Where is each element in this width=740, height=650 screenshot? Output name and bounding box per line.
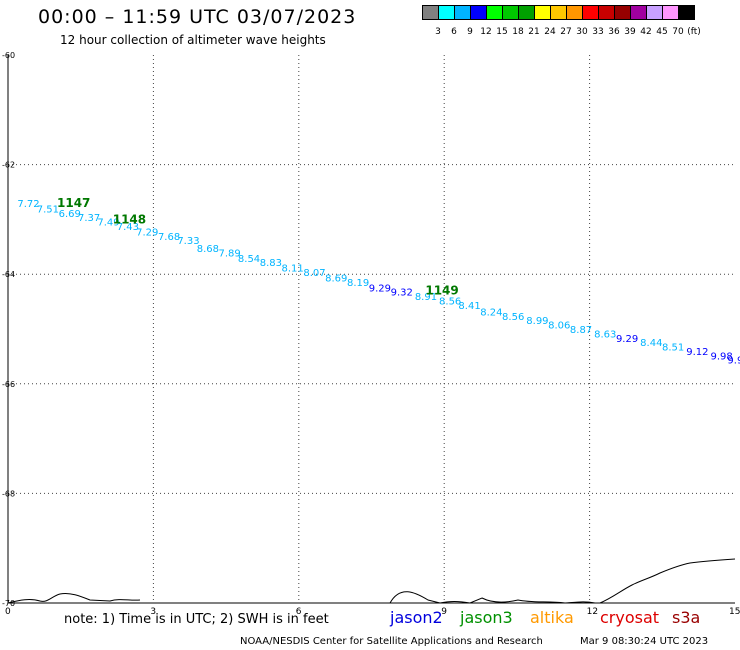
wave-height-label: 8.44 (640, 338, 662, 349)
colorbar-legend: 3 6 9 12 15 18 21 24 27 30 33 36 39 42 45 70 (ft) (422, 5, 701, 37)
wave-height-readings: 7.727.51 6.697.377.497.437.29 7.687.338.68… (17, 199, 740, 367)
wave-height-label: 9.29 (369, 283, 391, 294)
wave-height-label: 9.32 (391, 288, 413, 299)
wave-height-label: 9.12 (686, 347, 708, 358)
legend-cryosat: cryosat (600, 608, 660, 627)
colorbar-swatch (678, 5, 695, 20)
x-tick-label: 9 (441, 607, 447, 617)
coastline (7, 593, 141, 604)
wave-height-label: 8.91 (415, 292, 437, 303)
wave-height-label: 8.54 (238, 254, 260, 265)
colorbar-label: 33 (592, 27, 604, 37)
colorbar-label: 42 (640, 27, 652, 37)
legend-altika: altika (530, 608, 574, 627)
wave-height-label: 8.69 (325, 273, 347, 284)
y-tick-label: -62 (2, 161, 15, 170)
grid-lines (8, 55, 735, 603)
wave-height-label: 8.56 (439, 297, 461, 308)
wave-height-label: 8.83 (260, 258, 282, 269)
map-title: 00:00 – 11:59 UTC 03/07/2023 (38, 6, 357, 28)
x-tick-label: 3 (150, 607, 156, 617)
credit-text: NOAA/NESDIS Center for Satellite Applica… (240, 636, 543, 647)
wave-height-label: 8.99 (526, 316, 548, 327)
x-tick-label: 15 (729, 607, 740, 617)
colorbar-label: (ft) (687, 27, 701, 37)
wave-height-label: 8.56 (502, 312, 524, 323)
wave-height-label: 9.91 (727, 356, 740, 367)
colorbar-label: 18 (512, 27, 524, 37)
wave-height-label: 8.41 (458, 301, 480, 312)
colorbar-label: 30 (576, 27, 588, 37)
colorbar-label: 21 (528, 27, 540, 37)
y-tick-label: -68 (2, 489, 15, 498)
wave-height-label: 7.37 (78, 213, 100, 224)
colorbar-label: 24 (544, 27, 556, 37)
wave-height-label: 7.51 (37, 204, 59, 215)
wave-height-label: 8.63 (594, 329, 616, 340)
colorbar-label: 39 (624, 27, 636, 37)
note-text: note: 1) Time is in UTC; 2) SWH is in fe… (64, 612, 329, 627)
pass-labels: 1147 1148 1149 (57, 196, 459, 298)
colorbar-label: 9 (467, 27, 473, 37)
pass-number-label: 1148 (113, 212, 146, 226)
colorbar-label: 70 (672, 27, 684, 37)
coastline (389, 591, 596, 604)
wave-height-label: 7.43 (117, 222, 139, 233)
legend-jason2: jason2 (390, 608, 443, 627)
wave-height-label: 7.33 (177, 236, 199, 247)
wave-height-label: 8.07 (303, 268, 325, 279)
wave-height-label: 7.89 (219, 248, 241, 259)
colorbar-label: 3 (435, 27, 441, 37)
wave-height-label: 7.49 (97, 218, 119, 229)
timestamp-text: Mar 9 08:30:24 UTC 2023 (580, 636, 709, 647)
wave-height-label: 8.68 (197, 244, 219, 255)
colorbar-label: 27 (560, 27, 572, 37)
legend-s3a: s3a (672, 608, 701, 627)
wave-height-label: 9.29 (616, 334, 638, 345)
y-tick-label: -66 (2, 380, 15, 389)
coastline (599, 558, 736, 604)
x-tick-label: 0 (5, 607, 11, 617)
wave-height-label: 8.87 (570, 325, 592, 336)
wave-height-label: 8.11 (282, 264, 304, 275)
pass-number-label: 1149 (425, 284, 458, 298)
wave-height-label: 9.98 (710, 351, 732, 362)
wave-height-label: 8.06 (548, 321, 570, 332)
wave-height-label: 8.51 (662, 343, 684, 354)
colorbar-label: 6 (451, 27, 457, 37)
colorbar-label: 15 (496, 27, 508, 37)
x-tick-label: 12 (587, 607, 598, 617)
colorbar-label: 12 (480, 27, 492, 37)
wave-height-label: 7.72 (17, 199, 39, 210)
wave-height-label: 7.29 (136, 227, 158, 238)
y-tick-label: -64 (2, 270, 15, 279)
x-tick-label: 6 (296, 607, 302, 617)
legend-jason3: jason3 (460, 608, 513, 627)
colorbar-label: 45 (656, 27, 668, 37)
map-subtitle: 12 hour collection of altimeter wave hei… (60, 33, 326, 47)
wave-height-label: 8.24 (480, 307, 502, 318)
colorbar-label: 36 (608, 27, 620, 37)
y-tick-label: -60 (2, 51, 15, 60)
pass-number-label: 1147 (57, 196, 90, 210)
wave-height-label: 8.19 (347, 278, 369, 289)
wave-height-label: 7.68 (158, 232, 180, 243)
wave-height-label: 6.69 (59, 209, 81, 220)
